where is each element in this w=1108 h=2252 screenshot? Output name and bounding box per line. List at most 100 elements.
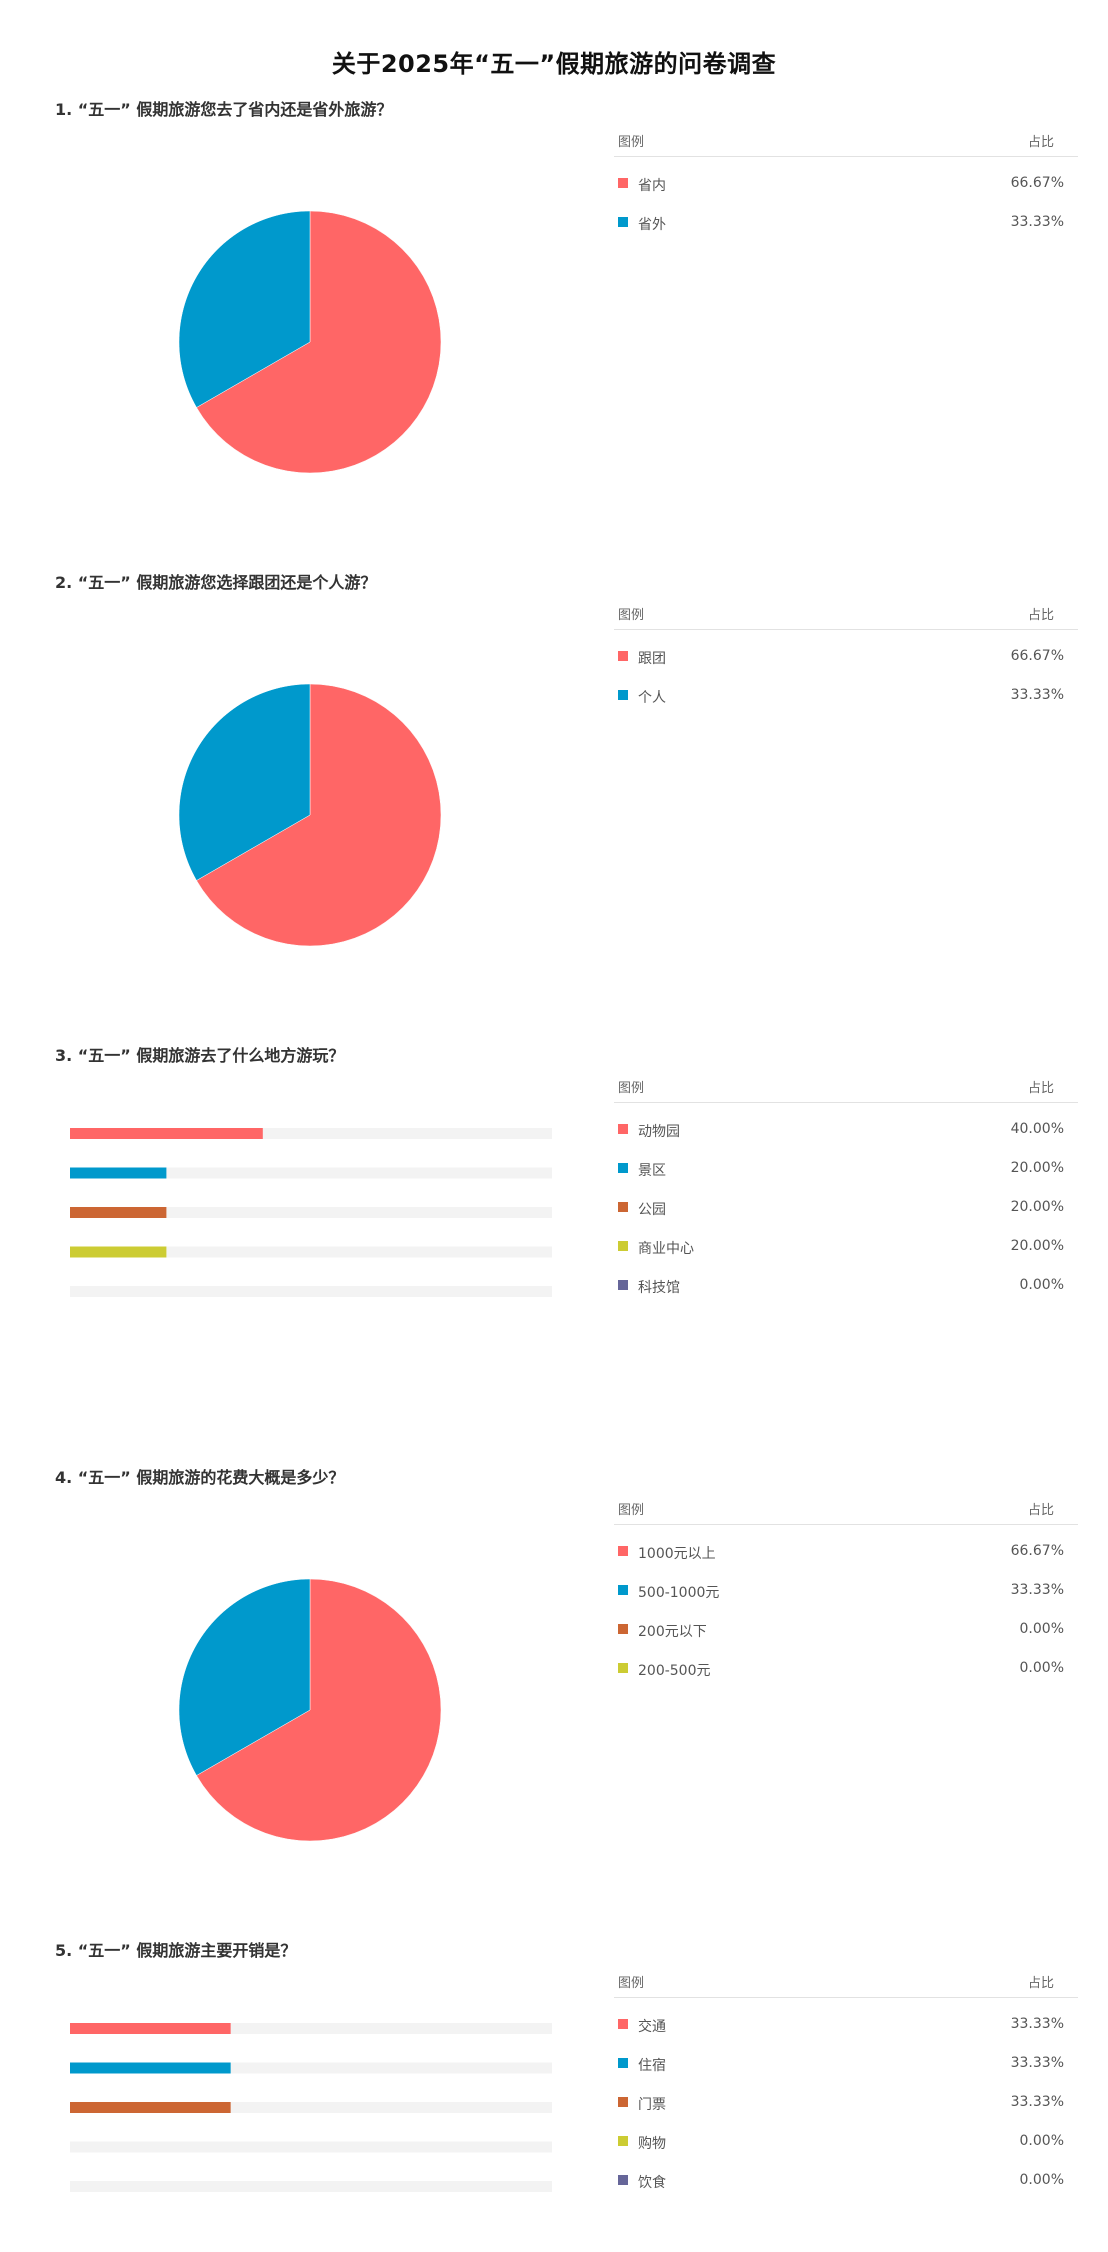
legend-item[interactable]: 省外 33.33% [614, 204, 1078, 243]
legend-value: 33.33% [1010, 687, 1064, 703]
legend-value: 0.00% [1019, 1660, 1064, 1676]
legend-item[interactable]: 景区 20.00% [614, 1150, 1078, 1189]
bar-4[interactable] [70, 1246, 167, 1258]
legend-item[interactable]: 购物 0.00% [614, 2123, 1078, 2162]
bar-1[interactable] [70, 2023, 231, 2034]
bar-track-4 [70, 2141, 552, 2153]
legend-header-label: 图例 [618, 608, 645, 623]
legend-rows: 1000元以上 66.67% 500-1000元 33.33% 200元以下 0.00% 2… [614, 1525, 1078, 1689]
legend-rows: 省内 66.67% 省外 33.33% [614, 157, 1078, 243]
pie-slice-1[interactable] [196, 683, 442, 947]
legend-label: 景区 [638, 1163, 666, 1179]
page-title: 关于2025年“五一”假期旅游的问卷调查 [331, 50, 777, 78]
legend-item[interactable]: 交通 33.33% [614, 2006, 1078, 2045]
pie-slice-1[interactable] [196, 210, 442, 474]
bar-track-3 [70, 1207, 552, 1218]
legend-label: 500-1000元 [638, 1585, 720, 1601]
legend-value: 66.67% [1010, 175, 1064, 191]
question-4-title: 4. “五一” 假期旅游的花费大概是多少？ [55, 1468, 345, 1487]
bar-track-3 [70, 2102, 552, 2113]
legend-item[interactable]: 住宿 33.33% [614, 2045, 1078, 2084]
legend-swatch [618, 2175, 628, 2185]
legend-header-label: 图例 [618, 1503, 645, 1518]
pie-slice-1[interactable] [196, 1578, 442, 1842]
question-4-legend: 图例 占比 1000元以上 66.67% 500-1000元 33.33% 200元以下… [614, 1490, 1078, 1689]
pie-slice-2[interactable] [178, 683, 311, 881]
bar-1[interactable] [70, 1128, 263, 1139]
question-5-title: 5. “五一” 假期旅游主要开销是？ [55, 1941, 297, 1960]
question-4-chart [55, 1488, 555, 1918]
legend-label: 200-500元 [638, 1663, 711, 1679]
legend-label: 200元以下 [638, 1624, 707, 1640]
legend-header: 图例 占比 [614, 122, 1078, 157]
legend-item[interactable]: 门票 33.33% [614, 2084, 1078, 2123]
legend-item[interactable]: 200元以下 0.00% [614, 1611, 1078, 1650]
legend-swatch [618, 1163, 628, 1173]
legend-swatch [618, 217, 628, 227]
legend-item[interactable]: 个人 33.33% [614, 677, 1078, 716]
legend-item[interactable]: 商业中心 20.00% [614, 1228, 1078, 1267]
legend-header: 图例 占比 [614, 1963, 1078, 1998]
bar-track-5 [70, 1286, 552, 1297]
question-2-chart [55, 593, 555, 1023]
legend-swatch [618, 2136, 628, 2146]
question-2-pie-chart [178, 683, 442, 947]
legend-header-label: 图例 [618, 1976, 645, 1991]
question-3-chart [55, 1100, 555, 1320]
legend-swatch [618, 1280, 628, 1290]
legend-label: 住宿 [638, 2058, 666, 2074]
legend-label: 个人 [638, 690, 666, 706]
legend-swatch [618, 1241, 628, 1251]
legend-item[interactable]: 200-500元 0.00% [614, 1650, 1078, 1689]
legend-swatch [618, 1546, 628, 1556]
legend-value: 33.33% [1010, 2055, 1064, 2071]
legend-swatch [618, 2058, 628, 2068]
question-3-title: 3. “五一” 假期旅游去了什么地方游玩？ [55, 1046, 345, 1065]
bar-track-2 [70, 2062, 552, 2074]
legend-value: 33.33% [1010, 1582, 1064, 1598]
legend-value: 0.00% [1019, 2133, 1064, 2149]
legend-value: 33.33% [1010, 2016, 1064, 2032]
legend-header: 图例 占比 [614, 1490, 1078, 1525]
bar-track-5 [70, 2181, 552, 2192]
legend-value: 20.00% [1010, 1160, 1064, 1176]
question-1-chart [55, 120, 555, 550]
legend-swatch [618, 651, 628, 661]
legend-item[interactable]: 跟团 66.67% [614, 638, 1078, 677]
pie-slice-2[interactable] [178, 1578, 311, 1776]
legend-swatch [618, 2019, 628, 2029]
legend-swatch [618, 1202, 628, 1212]
bar-2[interactable] [70, 1167, 167, 1179]
legend-item[interactable]: 公园 20.00% [614, 1189, 1078, 1228]
legend-item[interactable]: 500-1000元 33.33% [614, 1572, 1078, 1611]
pie-slice-2[interactable] [178, 210, 311, 408]
legend-header-label: 图例 [618, 135, 645, 150]
bar-3[interactable] [70, 1207, 167, 1218]
question-5-bar-chart [70, 2023, 552, 2192]
legend-rows: 跟团 66.67% 个人 33.33% [614, 630, 1078, 716]
bar-2[interactable] [70, 2062, 231, 2074]
legend-item[interactable]: 1000元以上 66.67% [614, 1533, 1078, 1572]
legend-label: 购物 [638, 2136, 666, 2152]
legend-header: 图例 占比 [614, 1068, 1078, 1103]
legend-value: 66.67% [1010, 1543, 1064, 1559]
bar-3[interactable] [70, 2102, 231, 2113]
legend-item[interactable]: 动物园 40.00% [614, 1111, 1078, 1150]
legend-header-value: 占比 [1027, 135, 1054, 150]
legend-value: 33.33% [1010, 214, 1064, 230]
question-5-legend: 图例 占比 交通 33.33% 住宿 33.33% 门票 33.33% 购物 0.00% 饮食 0… [614, 1963, 1078, 2201]
legend-item[interactable]: 饮食 0.00% [614, 2162, 1078, 2201]
question-1-legend: 图例 占比 省内 66.67% 省外 33.33% [614, 122, 1078, 243]
question-4-pie-chart [178, 1578, 442, 1842]
question-2-legend: 图例 占比 跟团 66.67% 个人 33.33% [614, 595, 1078, 716]
legend-value: 0.00% [1019, 1277, 1064, 1293]
question-1-pie-chart [178, 210, 442, 474]
legend-item[interactable]: 省内 66.67% [614, 165, 1078, 204]
bar-track-1 [70, 1128, 552, 1139]
legend-item[interactable]: 科技馆 0.00% [614, 1267, 1078, 1306]
question-3-legend: 图例 占比 动物园 40.00% 景区 20.00% 公园 20.00% 商业中心 20.00… [614, 1068, 1078, 1306]
legend-label: 饮食 [638, 2175, 666, 2191]
question-5-chart [55, 1995, 555, 2215]
legend-label: 跟团 [638, 651, 666, 667]
bar-track-2 [70, 1167, 552, 1179]
